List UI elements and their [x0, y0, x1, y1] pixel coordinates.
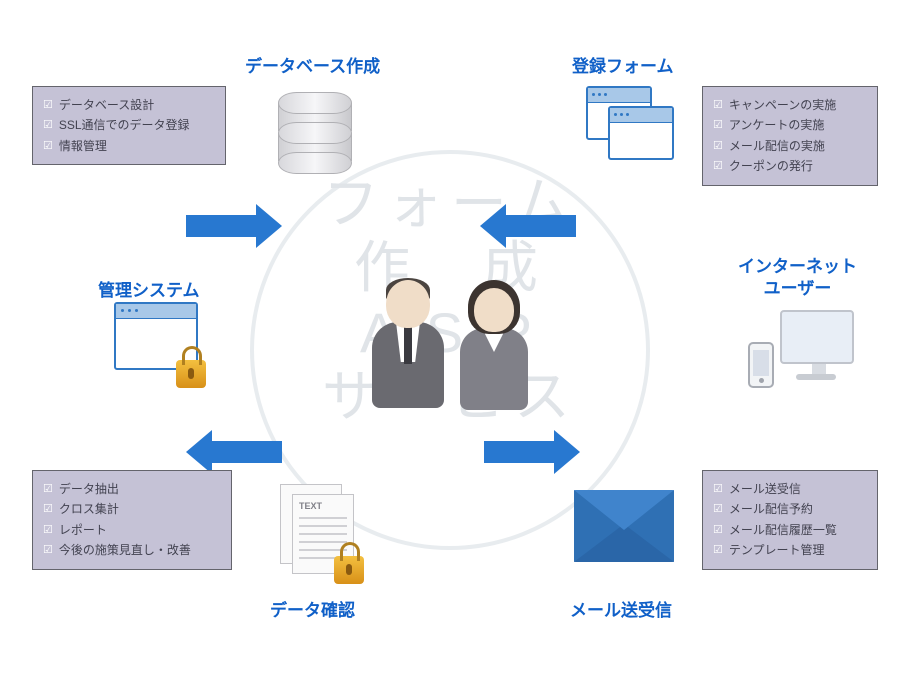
arrow-top-left-in — [186, 204, 282, 248]
list-item: SSL通信でのデータ登録 — [43, 115, 215, 135]
envelope-icon — [574, 490, 674, 562]
list-item: メール配信の実施 — [713, 136, 867, 156]
box-database: データベース設計 SSL通信でのデータ登録 情報管理 — [32, 86, 226, 165]
list-item: アンケートの実施 — [713, 115, 867, 135]
list-item: クーポンの発行 — [713, 156, 867, 176]
lock-icon — [334, 556, 364, 584]
box-admin: データ抽出 クロス集計 レポート 今後の施策見直し・改善 — [32, 470, 232, 570]
lock-icon — [176, 360, 206, 388]
arrow-bottom-left-out — [186, 430, 282, 474]
list-item: データ抽出 — [43, 479, 221, 499]
list-item: レポート — [43, 520, 221, 540]
list-item: キャンペーンの実施 — [713, 95, 867, 115]
document-lock-icon: TEXT — [280, 484, 358, 580]
title-data-check: データ確認 — [270, 596, 355, 621]
windows-icon — [586, 86, 676, 164]
list-item: メール送受信 — [713, 479, 867, 499]
list-item: 今後の施策見直し・改善 — [43, 540, 221, 560]
list-item: テンプレート管理 — [713, 540, 867, 560]
title-internet-user: インターネット ユーザー — [738, 256, 857, 300]
list-item: データベース設計 — [43, 95, 215, 115]
database-icon — [270, 88, 360, 178]
list-item: 情報管理 — [43, 136, 215, 156]
arrow-bottom-right-out — [484, 430, 580, 474]
diagram-canvas: フォーム 作 成 A S P サービス データベース作成 データベース設計 SS… — [0, 0, 900, 700]
people-icon — [362, 272, 542, 422]
admin-window-icon — [114, 302, 206, 388]
computer-phone-icon — [744, 304, 854, 394]
list-item: メール配信履歴一覧 — [713, 520, 867, 540]
title-database: データベース作成 — [245, 52, 380, 77]
title-mail: メール送受信 — [570, 596, 672, 621]
box-form: キャンペーンの実施 アンケートの実施 メール配信の実施 クーポンの発行 — [702, 86, 878, 186]
list-item: クロス集計 — [43, 499, 221, 519]
title-admin: 管理システム — [98, 276, 200, 301]
box-mail: メール送受信 メール配信予約 メール配信履歴一覧 テンプレート管理 — [702, 470, 878, 570]
title-form: 登録フォーム — [572, 52, 674, 77]
arrow-top-right-in — [480, 204, 576, 248]
list-item: メール配信予約 — [713, 499, 867, 519]
